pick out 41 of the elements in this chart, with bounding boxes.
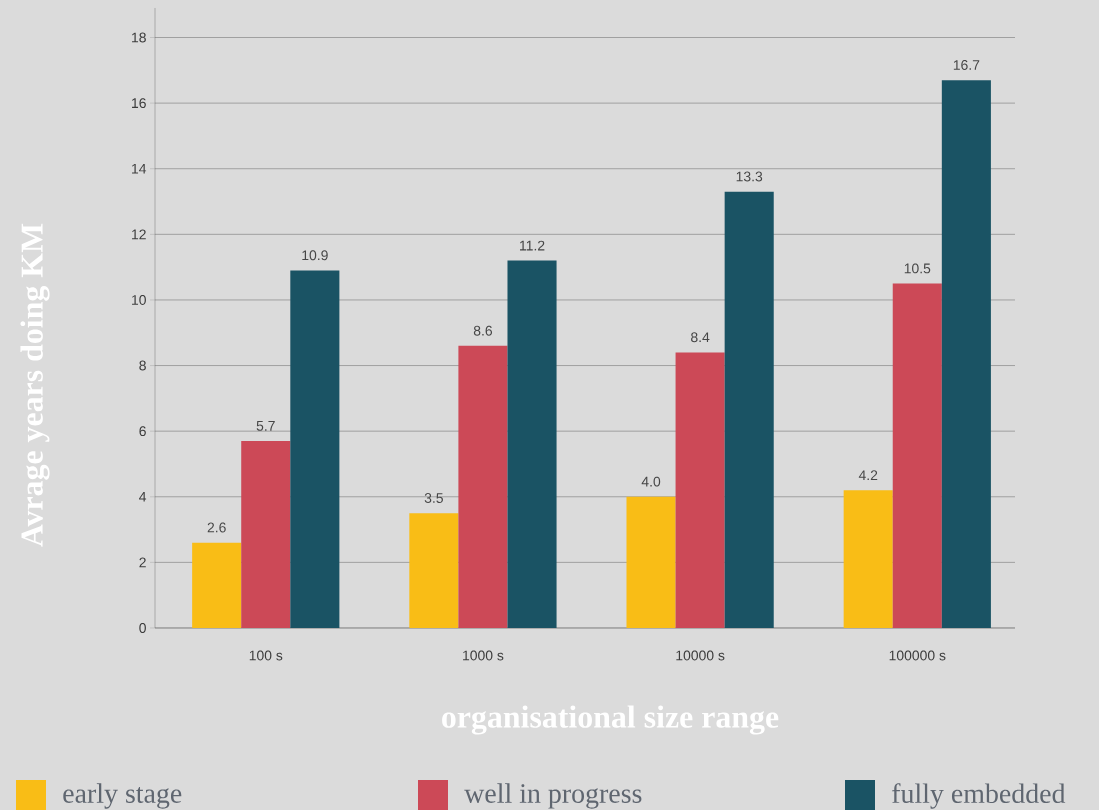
y-tick-label: 14 xyxy=(132,163,147,174)
data-label: 10.9 xyxy=(302,250,328,261)
data-label: 4.0 xyxy=(641,476,661,487)
bar xyxy=(409,513,459,628)
bar xyxy=(290,270,340,628)
bar xyxy=(941,80,991,628)
legend-label: early stage xyxy=(63,783,182,809)
bar xyxy=(507,260,557,628)
bar xyxy=(458,345,508,628)
x-tick-label: 10000 s xyxy=(676,650,725,661)
legend-label: fully embedded xyxy=(892,783,1066,809)
bar xyxy=(843,490,893,628)
x-tick-label: 100 s xyxy=(249,650,283,661)
data-label: 10.5 xyxy=(904,263,931,274)
y-tick-label: 4 xyxy=(139,491,147,502)
data-label: 8.4 xyxy=(691,332,710,343)
legend-label: well in progress xyxy=(464,783,642,809)
y-tick-label: 8 xyxy=(139,360,146,371)
data-label: 2.6 xyxy=(207,522,226,533)
bar xyxy=(892,283,942,628)
data-label: 5.7 xyxy=(256,421,275,431)
bar xyxy=(626,496,676,628)
data-label: 16.7 xyxy=(953,60,980,70)
bar xyxy=(192,542,242,628)
y-tick-label: 18 xyxy=(132,32,146,43)
data-label: 4.2 xyxy=(858,470,878,481)
data-label: 13.3 xyxy=(736,171,763,182)
y-tick-label: 2 xyxy=(139,557,146,568)
data-label: 11.2 xyxy=(520,240,545,251)
y-tick-label: 16 xyxy=(132,98,146,109)
y-tick-label: 10 xyxy=(132,294,146,305)
bar xyxy=(675,352,725,628)
bar xyxy=(724,191,774,628)
bar xyxy=(241,441,291,628)
y-tick-label: 6 xyxy=(139,426,146,437)
data-label: 8.6 xyxy=(473,325,493,336)
y-tick-label: 0 xyxy=(139,623,146,633)
y-tick-label: 12 xyxy=(132,229,146,240)
x-tick-label: 1000 s xyxy=(463,650,504,661)
data-label: 3.5 xyxy=(424,493,443,503)
x-tick-label: 100000 s xyxy=(889,650,946,661)
